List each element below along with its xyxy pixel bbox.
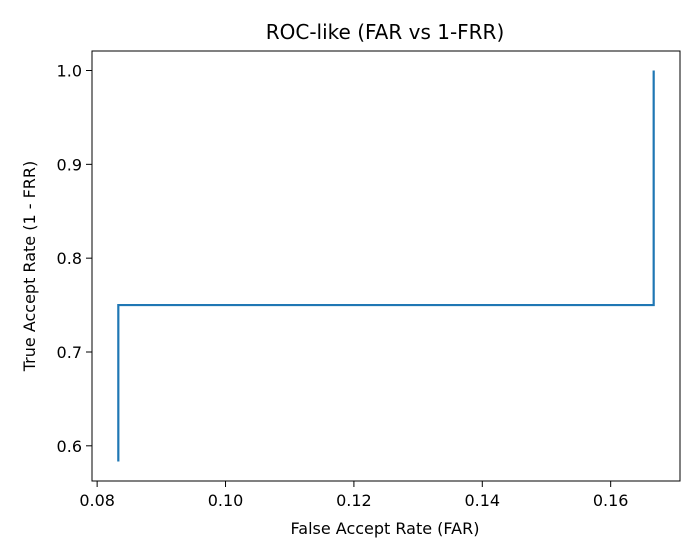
x-axis: 0.08 0.10 0.12 0.14 0.16 <box>79 481 628 510</box>
chart-title: ROC-like (FAR vs 1-FRR) <box>266 20 505 44</box>
axes-frame <box>91 50 681 482</box>
y-axis: 0.6 0.7 0.8 0.9 1.0 <box>57 62 92 456</box>
x-tick-label: 0.14 <box>464 491 500 510</box>
x-tick-label: 0.12 <box>336 491 372 510</box>
y-tick-label: 0.7 <box>57 343 82 362</box>
y-tick-label: 1.0 <box>57 62 82 81</box>
plot-area <box>117 70 655 462</box>
y-tick-label: 0.6 <box>57 437 82 456</box>
y-tick-label: 0.9 <box>57 155 82 174</box>
series-line-0 <box>117 70 655 462</box>
x-tick-label: 0.16 <box>593 491 629 510</box>
x-axis-label: False Accept Rate (FAR) <box>291 519 480 538</box>
y-axis-label: True Accept Rate (1 - FRR) <box>20 161 39 373</box>
x-tick-label: 0.08 <box>79 491 115 510</box>
x-tick-label: 0.10 <box>208 491 244 510</box>
y-tick-label: 0.8 <box>57 249 82 268</box>
